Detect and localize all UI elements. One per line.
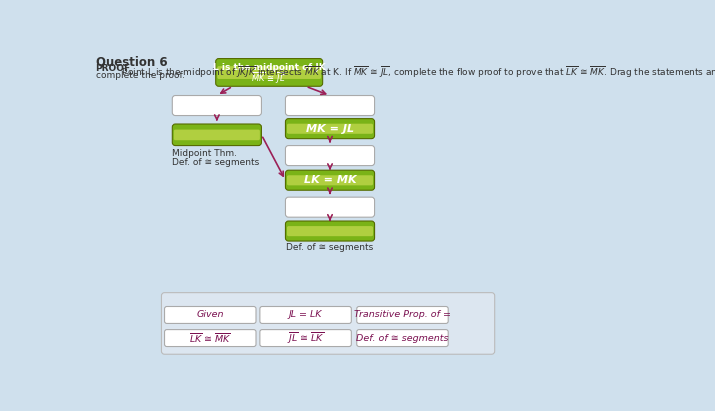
FancyBboxPatch shape [285, 197, 375, 217]
FancyBboxPatch shape [217, 66, 321, 79]
Text: L is the midpoint of JK: L is the midpoint of JK [213, 63, 325, 72]
Text: Def. of ≅ segments: Def. of ≅ segments [356, 334, 449, 343]
Text: Transitive Prop. of =: Transitive Prop. of = [354, 310, 451, 319]
Text: JL = LK: JL = LK [289, 310, 322, 319]
FancyBboxPatch shape [287, 124, 373, 134]
FancyBboxPatch shape [164, 307, 256, 323]
Text: $\overline{JL}$ ≅ $\overline{LK}$: $\overline{JL}$ ≅ $\overline{LK}$ [287, 330, 325, 346]
FancyBboxPatch shape [285, 221, 375, 241]
FancyBboxPatch shape [162, 293, 495, 354]
FancyBboxPatch shape [287, 226, 373, 236]
Text: PROOF: PROOF [96, 64, 131, 73]
FancyBboxPatch shape [260, 307, 351, 323]
Text: Def. of ≅ segments: Def. of ≅ segments [287, 243, 374, 252]
FancyBboxPatch shape [174, 129, 260, 140]
Text: complete the proof.: complete the proof. [96, 71, 184, 80]
Text: $\overline{MK}$ ≅ $\overline{JL}$̅: $\overline{MK}$ ≅ $\overline{JL}$̅ [251, 70, 287, 86]
Text: Def. of ≅ segments: Def. of ≅ segments [172, 158, 260, 167]
FancyBboxPatch shape [164, 330, 256, 346]
Text: Point L is the midpoint of $\overline{JK}$$\overline{JK}$ intersects $\overline{: Point L is the midpoint of $\overline{JK… [119, 64, 715, 80]
FancyBboxPatch shape [285, 145, 375, 166]
FancyBboxPatch shape [357, 330, 448, 346]
FancyBboxPatch shape [216, 58, 322, 86]
FancyBboxPatch shape [287, 175, 373, 185]
FancyBboxPatch shape [285, 119, 375, 139]
Text: Question 6: Question 6 [96, 55, 167, 69]
Text: Midpoint Thm.: Midpoint Thm. [172, 149, 237, 158]
FancyBboxPatch shape [172, 124, 262, 145]
Text: MK = JL: MK = JL [306, 124, 354, 134]
FancyBboxPatch shape [285, 95, 375, 115]
Text: $\overline{LK}$ ≅ $\overline{MK}$: $\overline{LK}$ ≅ $\overline{MK}$ [189, 331, 232, 345]
FancyBboxPatch shape [357, 307, 448, 323]
FancyBboxPatch shape [172, 95, 262, 115]
Text: Given: Given [197, 310, 224, 319]
FancyBboxPatch shape [285, 170, 375, 190]
Text: LK = MK: LK = MK [304, 175, 356, 185]
FancyBboxPatch shape [260, 330, 351, 346]
